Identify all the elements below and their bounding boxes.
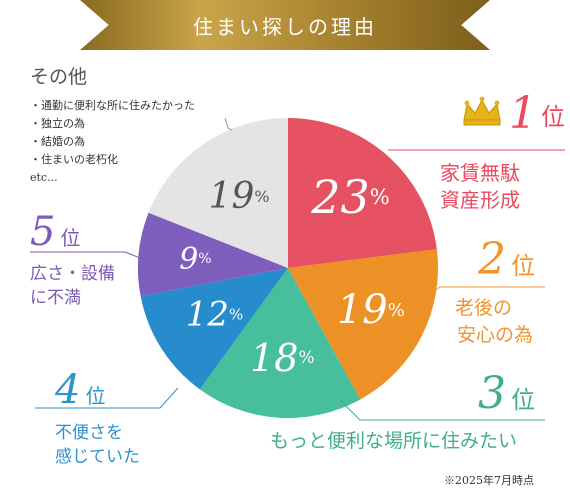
rank-4-number: 4 bbox=[55, 367, 81, 413]
chart-title: 住まい探しの理由 bbox=[193, 14, 377, 39]
pie-slice bbox=[148, 117, 288, 268]
leader-line bbox=[30, 251, 151, 263]
pie-slice bbox=[288, 249, 438, 400]
list-item: ・住まいの老朽化 bbox=[30, 153, 118, 166]
slice-value-label: 18% bbox=[250, 336, 315, 380]
rank-1-block: 1 位 bbox=[405, 92, 565, 136]
leader-line bbox=[419, 286, 545, 301]
rank-3-reason: もっと便利な場所に住みたい bbox=[270, 430, 518, 452]
pie-slice bbox=[140, 268, 288, 390]
pie-slice bbox=[138, 212, 288, 297]
rank-5-block: 5 位 bbox=[30, 210, 81, 254]
leader-line bbox=[339, 399, 545, 421]
slice-value-label: 19% bbox=[337, 287, 405, 333]
rank-5-number: 5 bbox=[30, 209, 56, 255]
rank-3-unit: 位 bbox=[511, 386, 536, 414]
rank-4-block: 4 位 bbox=[55, 368, 106, 412]
pie-slice bbox=[199, 268, 361, 418]
list-item: ・独立の為 bbox=[30, 117, 85, 130]
slice-value-label: 9% bbox=[179, 242, 211, 277]
slice-value-label: 19% bbox=[209, 176, 270, 217]
rank-4-reason: 不便さを 感じていた bbox=[55, 423, 140, 467]
rank-3-block: 3 位 bbox=[478, 372, 535, 416]
rank-1-reason: 家賃無駄 資産形成 bbox=[440, 161, 520, 212]
list-item: ・通勤に便利な所に住みたかった bbox=[30, 99, 195, 112]
pie-slice bbox=[288, 118, 437, 268]
rank-4-unit: 位 bbox=[85, 384, 106, 408]
list-item: etc... bbox=[30, 171, 58, 184]
rank-2-number: 2 bbox=[478, 234, 506, 285]
others-list: ・通勤に便利な所に住みたかった ・独立の為 ・結婚の為 ・住まいの老朽化 etc… bbox=[30, 97, 195, 187]
footnote: ※2025年7月時点 bbox=[444, 474, 534, 487]
rank-5-reason: 広さ・設備 に不満 bbox=[30, 264, 115, 308]
others-block: その他 ・通勤に便利な所に住みたかった ・独立の為 ・結婚の為 ・住まいの老朽化… bbox=[30, 62, 195, 187]
list-item: ・結婚の為 bbox=[30, 135, 85, 148]
slice-value-label: 12% bbox=[186, 295, 244, 335]
rank-1-number: 1 bbox=[509, 88, 537, 139]
rank-2-reason: 老後の 安心の為 bbox=[455, 297, 534, 346]
leader-line bbox=[35, 387, 179, 409]
title-banner: 住まい探しの理由 bbox=[80, 0, 490, 50]
others-heading: その他 bbox=[30, 66, 88, 88]
rank-2-block: 2 位 bbox=[478, 238, 535, 282]
rank-1-unit: 位 bbox=[541, 103, 565, 131]
slice-value-label: 23% bbox=[310, 170, 390, 224]
rank-2-unit: 位 bbox=[511, 252, 536, 280]
rank-3-number: 3 bbox=[478, 368, 506, 419]
rank-5-unit: 位 bbox=[60, 226, 81, 250]
crown-icon bbox=[461, 96, 503, 130]
leader-line bbox=[224, 117, 233, 131]
